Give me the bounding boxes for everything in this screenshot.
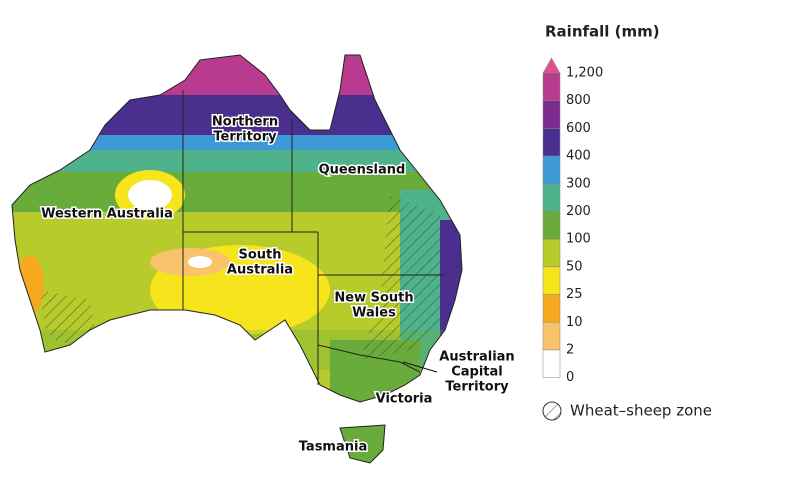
rainfall-map xyxy=(12,55,462,463)
region-label: Territory xyxy=(213,130,277,145)
region-label: Territory xyxy=(445,380,509,395)
hatch-label: Wheat–sheep zone xyxy=(570,402,712,420)
legend-swatch xyxy=(542,72,561,101)
legend-label: 100 xyxy=(566,232,591,247)
legend-label: 1,200 xyxy=(566,66,603,81)
legend-label: 300 xyxy=(566,176,591,191)
legend-label: 2 xyxy=(566,343,574,358)
legend-swatch xyxy=(542,211,561,240)
legend-label: 600 xyxy=(566,121,591,136)
legend-swatch xyxy=(542,128,561,157)
legend-label: 10 xyxy=(566,315,583,330)
legend-label: 800 xyxy=(566,93,591,108)
hatch-swatch xyxy=(542,401,562,421)
legend-swatch xyxy=(542,155,561,185)
region-label: Queensland xyxy=(319,163,406,178)
region-label: New South xyxy=(334,291,413,306)
region-label: Victoria xyxy=(376,392,433,407)
coastline xyxy=(11,54,463,464)
legend-swatch xyxy=(542,266,561,295)
legend-swatch xyxy=(542,100,561,129)
region-label: South xyxy=(238,248,281,263)
legend-swatch xyxy=(542,238,561,268)
legend-swatch xyxy=(542,294,561,323)
legend-label: 400 xyxy=(566,149,591,164)
region-label: Australia xyxy=(227,263,293,278)
region-label: Capital xyxy=(451,365,503,380)
legend-swatch xyxy=(542,322,561,351)
legend-swatch xyxy=(542,183,561,212)
region-label: Western Australia xyxy=(41,207,173,222)
region-label: Wales xyxy=(352,306,396,321)
state-borders xyxy=(182,90,445,385)
act-leader xyxy=(402,361,438,373)
region-label: Australian xyxy=(439,350,514,365)
region-label: Tasmania xyxy=(299,440,368,455)
legend-label: 200 xyxy=(566,204,591,219)
legend-title: Rainfall (mm) xyxy=(545,23,660,41)
legend: 1,200 800 600 400 300 200 100 50 25 10 2 0 xyxy=(542,57,603,385)
legend-label: 0 xyxy=(566,370,574,385)
legend-label: 50 xyxy=(566,259,583,274)
legend-above xyxy=(542,57,561,74)
legend-label: 25 xyxy=(566,287,583,302)
region-label: Northern xyxy=(212,115,278,130)
legend-swatch xyxy=(542,349,561,378)
